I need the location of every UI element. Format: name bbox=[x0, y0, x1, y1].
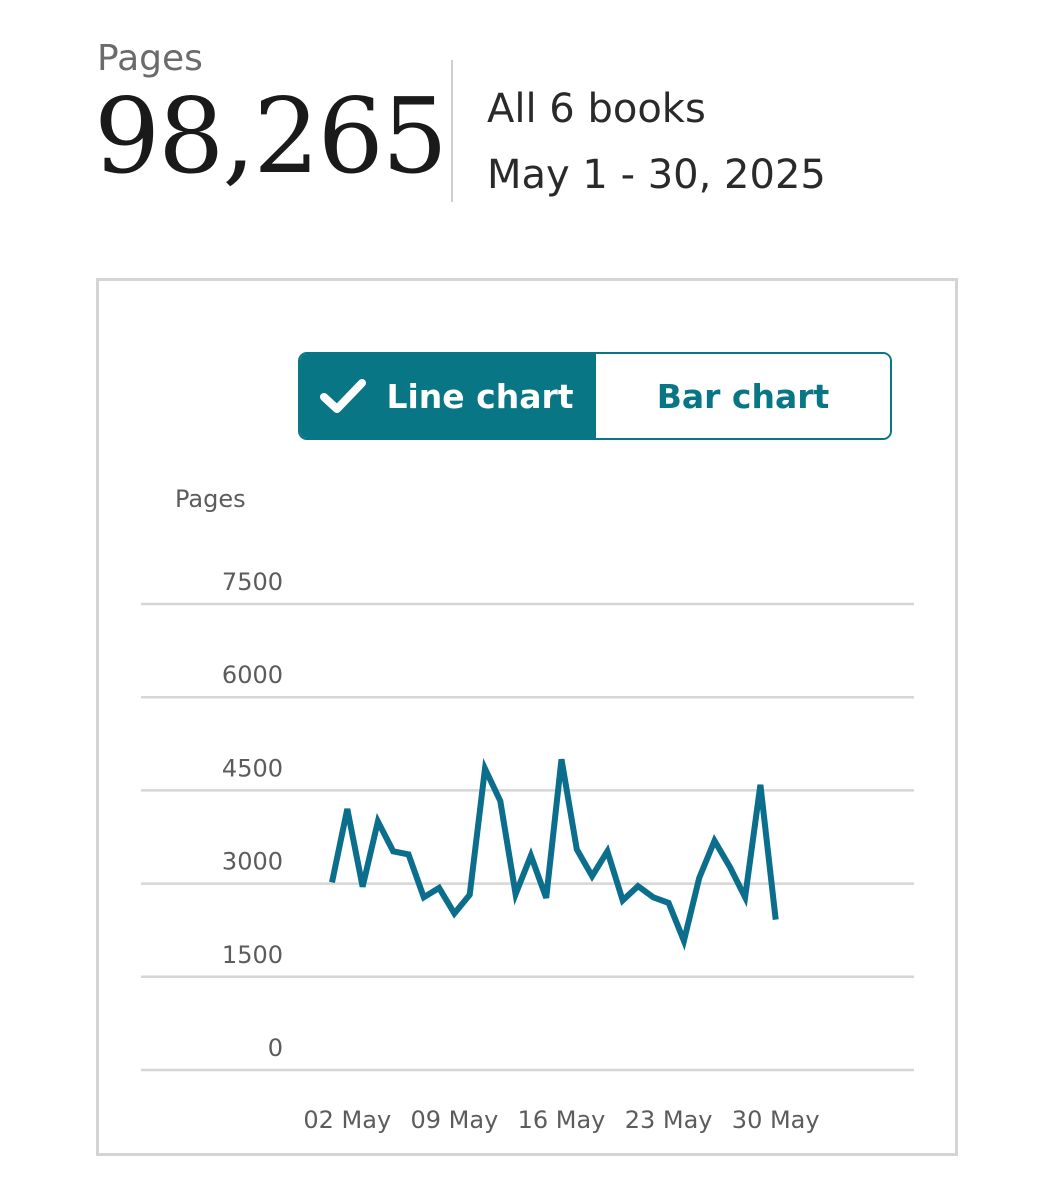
data-point[interactable] bbox=[479, 763, 491, 775]
data-point[interactable] bbox=[403, 848, 415, 860]
data-point[interactable] bbox=[448, 907, 460, 919]
x-tick-label: 09 May bbox=[411, 1106, 499, 1134]
summary-divider bbox=[451, 60, 453, 202]
line-chart: Pages 0 1500 3000 4500 6000 7500 02 May 09 May… bbox=[141, 485, 914, 1134]
line-chart-label: Line chart bbox=[386, 376, 574, 416]
data-point[interactable] bbox=[632, 880, 644, 892]
data-point[interactable] bbox=[525, 850, 537, 862]
x-tick-label: 16 May bbox=[518, 1106, 606, 1134]
chart-type-toggle: Line chart Bar chart bbox=[298, 352, 892, 440]
data-point[interactable] bbox=[601, 845, 613, 857]
data-point[interactable] bbox=[647, 891, 659, 903]
data-point[interactable] bbox=[372, 815, 384, 827]
y-tick-label: 3000 bbox=[222, 848, 283, 876]
series-pages bbox=[326, 753, 782, 951]
data-point[interactable] bbox=[387, 845, 399, 857]
bar-chart-button[interactable]: Bar chart bbox=[596, 354, 890, 438]
y-tick-label: 6000 bbox=[222, 661, 283, 689]
x-tick-label: 02 May bbox=[303, 1106, 391, 1134]
data-point[interactable] bbox=[754, 779, 766, 791]
y-axis-title: Pages bbox=[175, 485, 246, 513]
data-point[interactable] bbox=[586, 870, 598, 882]
data-point[interactable] bbox=[678, 935, 690, 947]
checkmark-icon bbox=[320, 379, 367, 413]
x-tick-label: 30 May bbox=[732, 1106, 820, 1134]
data-point[interactable] bbox=[418, 891, 430, 903]
data-point[interactable] bbox=[357, 881, 369, 893]
data-point[interactable] bbox=[709, 835, 721, 847]
data-point[interactable] bbox=[739, 891, 751, 903]
data-point[interactable] bbox=[341, 803, 353, 815]
gridlines bbox=[141, 602, 914, 1072]
y-axis-ticks: 0 1500 3000 4500 6000 7500 bbox=[222, 568, 283, 1062]
data-point[interactable] bbox=[510, 888, 522, 900]
date-range-label: May 1 - 30, 2025 bbox=[487, 152, 826, 198]
data-point[interactable] bbox=[433, 882, 445, 894]
data-point[interactable] bbox=[571, 843, 583, 855]
y-tick-label: 4500 bbox=[222, 754, 283, 782]
bar-chart-label: Bar chart bbox=[656, 376, 830, 416]
x-axis-ticks: 02 May 09 May 16 May 23 May 30 May bbox=[303, 1106, 819, 1134]
line-chart-button[interactable]: Line chart bbox=[300, 354, 596, 438]
data-point[interactable] bbox=[617, 894, 629, 906]
data-point[interactable] bbox=[693, 872, 705, 884]
y-tick-label: 1500 bbox=[222, 941, 283, 969]
pages-summary-label: Pages bbox=[97, 38, 203, 79]
series-line bbox=[329, 758, 779, 951]
chart-card: Line chart Bar chart Pages 0 1500 3000 4500… bbox=[96, 278, 958, 1156]
data-point[interactable] bbox=[494, 795, 506, 807]
data-point[interactable] bbox=[770, 914, 782, 926]
y-tick-label: 7500 bbox=[222, 568, 283, 596]
book-scope-label: All 6 books bbox=[487, 86, 706, 132]
data-point[interactable] bbox=[540, 892, 552, 904]
data-point[interactable] bbox=[663, 897, 675, 909]
data-point[interactable] bbox=[724, 861, 736, 873]
data-point[interactable] bbox=[464, 889, 476, 901]
data-point[interactable] bbox=[326, 876, 338, 888]
y-tick-label: 0 bbox=[268, 1034, 283, 1062]
x-tick-label: 23 May bbox=[625, 1106, 713, 1134]
data-point[interactable] bbox=[556, 753, 568, 765]
pages-total-value: 98,265 bbox=[94, 75, 448, 197]
